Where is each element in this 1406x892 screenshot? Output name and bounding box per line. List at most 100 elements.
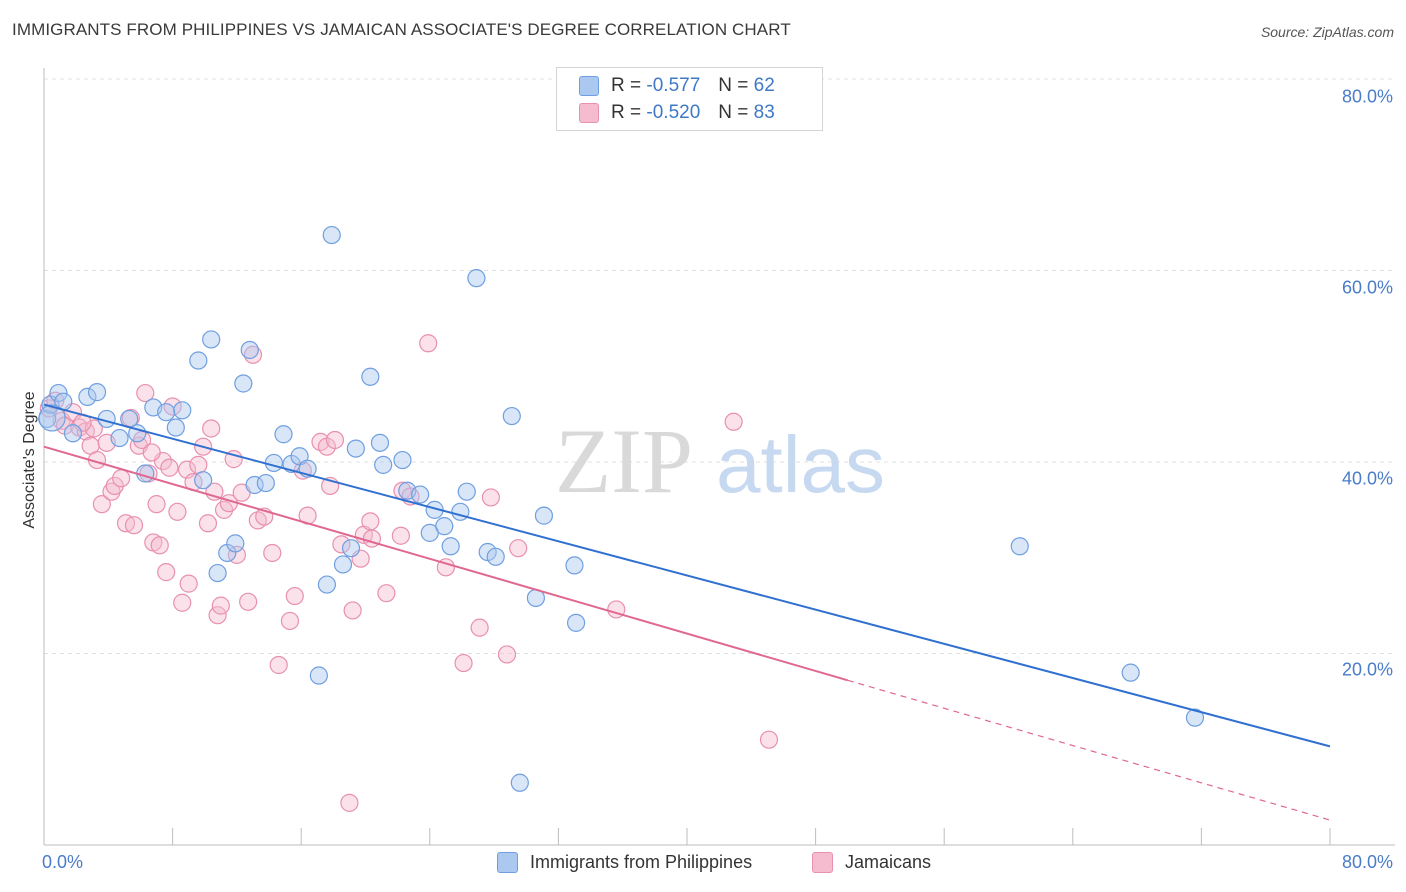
data-point [441, 537, 460, 556]
data-point [198, 514, 218, 533]
data-point [173, 593, 192, 612]
y-tick-label: 60.0% [1341, 277, 1393, 298]
legend-label-philippines: Immigrants from Philippines [530, 852, 753, 872]
data-point [112, 469, 131, 488]
trend-line-jamaicans-extension [847, 679, 1331, 821]
r-label: R = [611, 102, 642, 123]
data-point [1010, 537, 1029, 556]
data-point [194, 471, 213, 490]
trend-lines [43, 403, 1331, 821]
data-point [202, 419, 221, 438]
data-point [121, 408, 140, 428]
y-tick-label: 40.0% [1341, 468, 1393, 489]
data-point [411, 485, 430, 504]
n-value-jamaicans: 83 [753, 102, 775, 123]
trend-line-jamaicans [43, 445, 849, 682]
axes [43, 68, 1395, 846]
watermark: ZIP atlas [555, 410, 885, 512]
legend-swatch-blue [579, 76, 599, 96]
source-note: Source: ZipAtlas.com [1260, 24, 1394, 40]
data-point [361, 512, 380, 531]
legend-row-philippines: R = -0.577 N = 62 [579, 73, 775, 99]
data-point [346, 439, 365, 458]
data-point [317, 575, 337, 594]
legend-swatch-pink [812, 852, 833, 873]
data-point [245, 475, 264, 495]
data-point [454, 653, 473, 673]
data-point [377, 584, 396, 603]
data-point [470, 618, 489, 637]
data-point [332, 535, 351, 554]
data-point [226, 534, 245, 553]
data-point [224, 450, 243, 469]
data-point [1185, 708, 1205, 727]
legend-swatch-blue [497, 852, 518, 873]
trend-line-philippines [43, 403, 1331, 748]
legend-row-jamaicans: R = -0.520 N = 83 [579, 100, 775, 126]
data-point [534, 506, 554, 525]
n-label: N = [718, 75, 749, 96]
data-point [370, 433, 390, 452]
data-point [565, 556, 584, 575]
data-point [759, 730, 779, 749]
data-point [208, 563, 227, 583]
data-point [168, 502, 187, 521]
data-point [419, 334, 438, 353]
y-tick-label: 20.0% [1341, 659, 1393, 680]
data-point [341, 539, 361, 558]
data-point [208, 606, 227, 625]
data-point [166, 418, 185, 437]
data-point [309, 666, 328, 685]
data-point [87, 383, 107, 402]
data-point [263, 543, 282, 563]
legend-item-jamaicans[interactable]: Jamaicans [812, 852, 931, 873]
data-point [340, 793, 359, 812]
data-point [566, 613, 586, 632]
data-point [240, 340, 259, 360]
data-point [502, 406, 521, 426]
data-point [102, 482, 121, 501]
data-point [63, 424, 83, 443]
legend-label-jamaicans: Jamaicans [845, 852, 932, 872]
data-point [189, 455, 208, 474]
data-point [256, 473, 275, 493]
x-tick-label-min: 0.0% [42, 852, 84, 872]
legend-item-philippines[interactable]: Immigrants from Philippines [497, 852, 752, 873]
stats-legend: R = -0.577 N = 62 R = -0.520 N = 83 [556, 67, 823, 131]
data-point [110, 428, 129, 448]
data-point [157, 563, 176, 582]
n-value-philippines: 62 [753, 75, 775, 96]
legend-swatch-pink [579, 103, 599, 123]
data-point [49, 383, 68, 403]
watermark-atlas: atlas [716, 420, 885, 509]
data-point [724, 412, 743, 431]
data-point [136, 383, 155, 403]
n-label: N = [718, 102, 749, 123]
r-value-philippines: -0.577 [646, 75, 701, 96]
data-point [322, 225, 341, 245]
y-tick-label: 80.0% [1341, 86, 1393, 107]
y-axis-label: Associate's Degree [21, 391, 38, 529]
data-point [509, 539, 528, 558]
data-point [157, 403, 176, 422]
data-point [150, 536, 169, 555]
grid-lines [44, 78, 1395, 654]
data-point [333, 555, 353, 574]
data-point [361, 367, 380, 386]
data-point [391, 526, 410, 545]
data-point [38, 404, 66, 432]
data-point [92, 495, 111, 514]
r-value-jamaicans: -0.520 [646, 102, 701, 123]
data-point [325, 430, 345, 450]
data-point [1121, 663, 1140, 682]
r-label: R = [611, 75, 642, 96]
data-point [202, 330, 221, 349]
data-point [211, 596, 230, 615]
data-point [435, 517, 454, 536]
data-point [374, 455, 393, 474]
data-point [78, 387, 97, 406]
data-point [147, 495, 166, 514]
data-point [160, 458, 179, 477]
data-point [280, 611, 300, 631]
